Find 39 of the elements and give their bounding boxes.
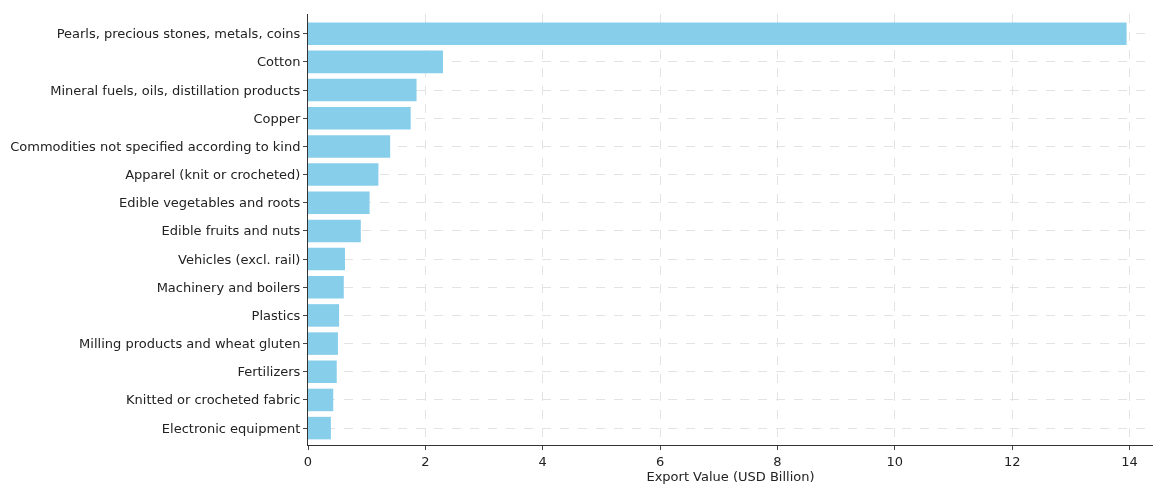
- bar: [308, 135, 391, 158]
- bar: [308, 416, 331, 440]
- x-tick-label: 4: [538, 453, 547, 469]
- y-tick-label: Plastics: [251, 307, 301, 323]
- bar: [308, 332, 338, 355]
- bar: [308, 163, 379, 186]
- bar: [308, 78, 417, 102]
- x-tick-label: 6: [655, 453, 665, 469]
- bar: [308, 219, 361, 243]
- x-axis-title: Export Value (USD Billion): [646, 468, 815, 484]
- bar: [308, 304, 340, 327]
- y-tick-label: Cotton: [256, 54, 301, 70]
- y-tick-label: Apparel (knit or crocheted): [125, 167, 301, 183]
- y-tick-label: Electronic equipment: [161, 420, 301, 436]
- y-tick-label: Pearls, precious stones, metals, coins: [56, 26, 301, 42]
- y-tick-label: Knitted or crocheted fabric: [126, 392, 301, 408]
- y-tick-label: Edible vegetables and roots: [119, 195, 301, 211]
- y-tick-label: Milling products and wheat gluten: [79, 336, 301, 352]
- x-tick-label: 14: [1121, 453, 1138, 469]
- bar: [308, 275, 344, 299]
- x-tick-label: 12: [1003, 453, 1021, 469]
- x-tick-label: 2: [421, 453, 430, 469]
- bar: [308, 191, 370, 215]
- bar: [308, 388, 334, 412]
- y-tick-label: Machinery and boilers: [156, 279, 301, 295]
- bar: [308, 360, 337, 384]
- bar: [308, 247, 345, 271]
- bar: [308, 22, 1127, 45]
- y-tick-label: Fertilizers: [237, 364, 301, 380]
- x-tick-label: 0: [303, 453, 313, 469]
- y-tick-label: Copper: [253, 110, 302, 126]
- x-tick-label: 8: [773, 453, 782, 469]
- bar: [308, 50, 443, 74]
- y-tick-label: Vehicles (excl. rail): [178, 251, 301, 267]
- y-tick-label: Commodities not specified according to kind: [10, 138, 301, 154]
- y-tick-label: Mineral fuels, oils, distillation products: [50, 82, 301, 98]
- bar: [308, 106, 411, 130]
- y-tick-label: Edible fruits and nuts: [161, 223, 301, 239]
- x-tick-label: 10: [886, 453, 904, 469]
